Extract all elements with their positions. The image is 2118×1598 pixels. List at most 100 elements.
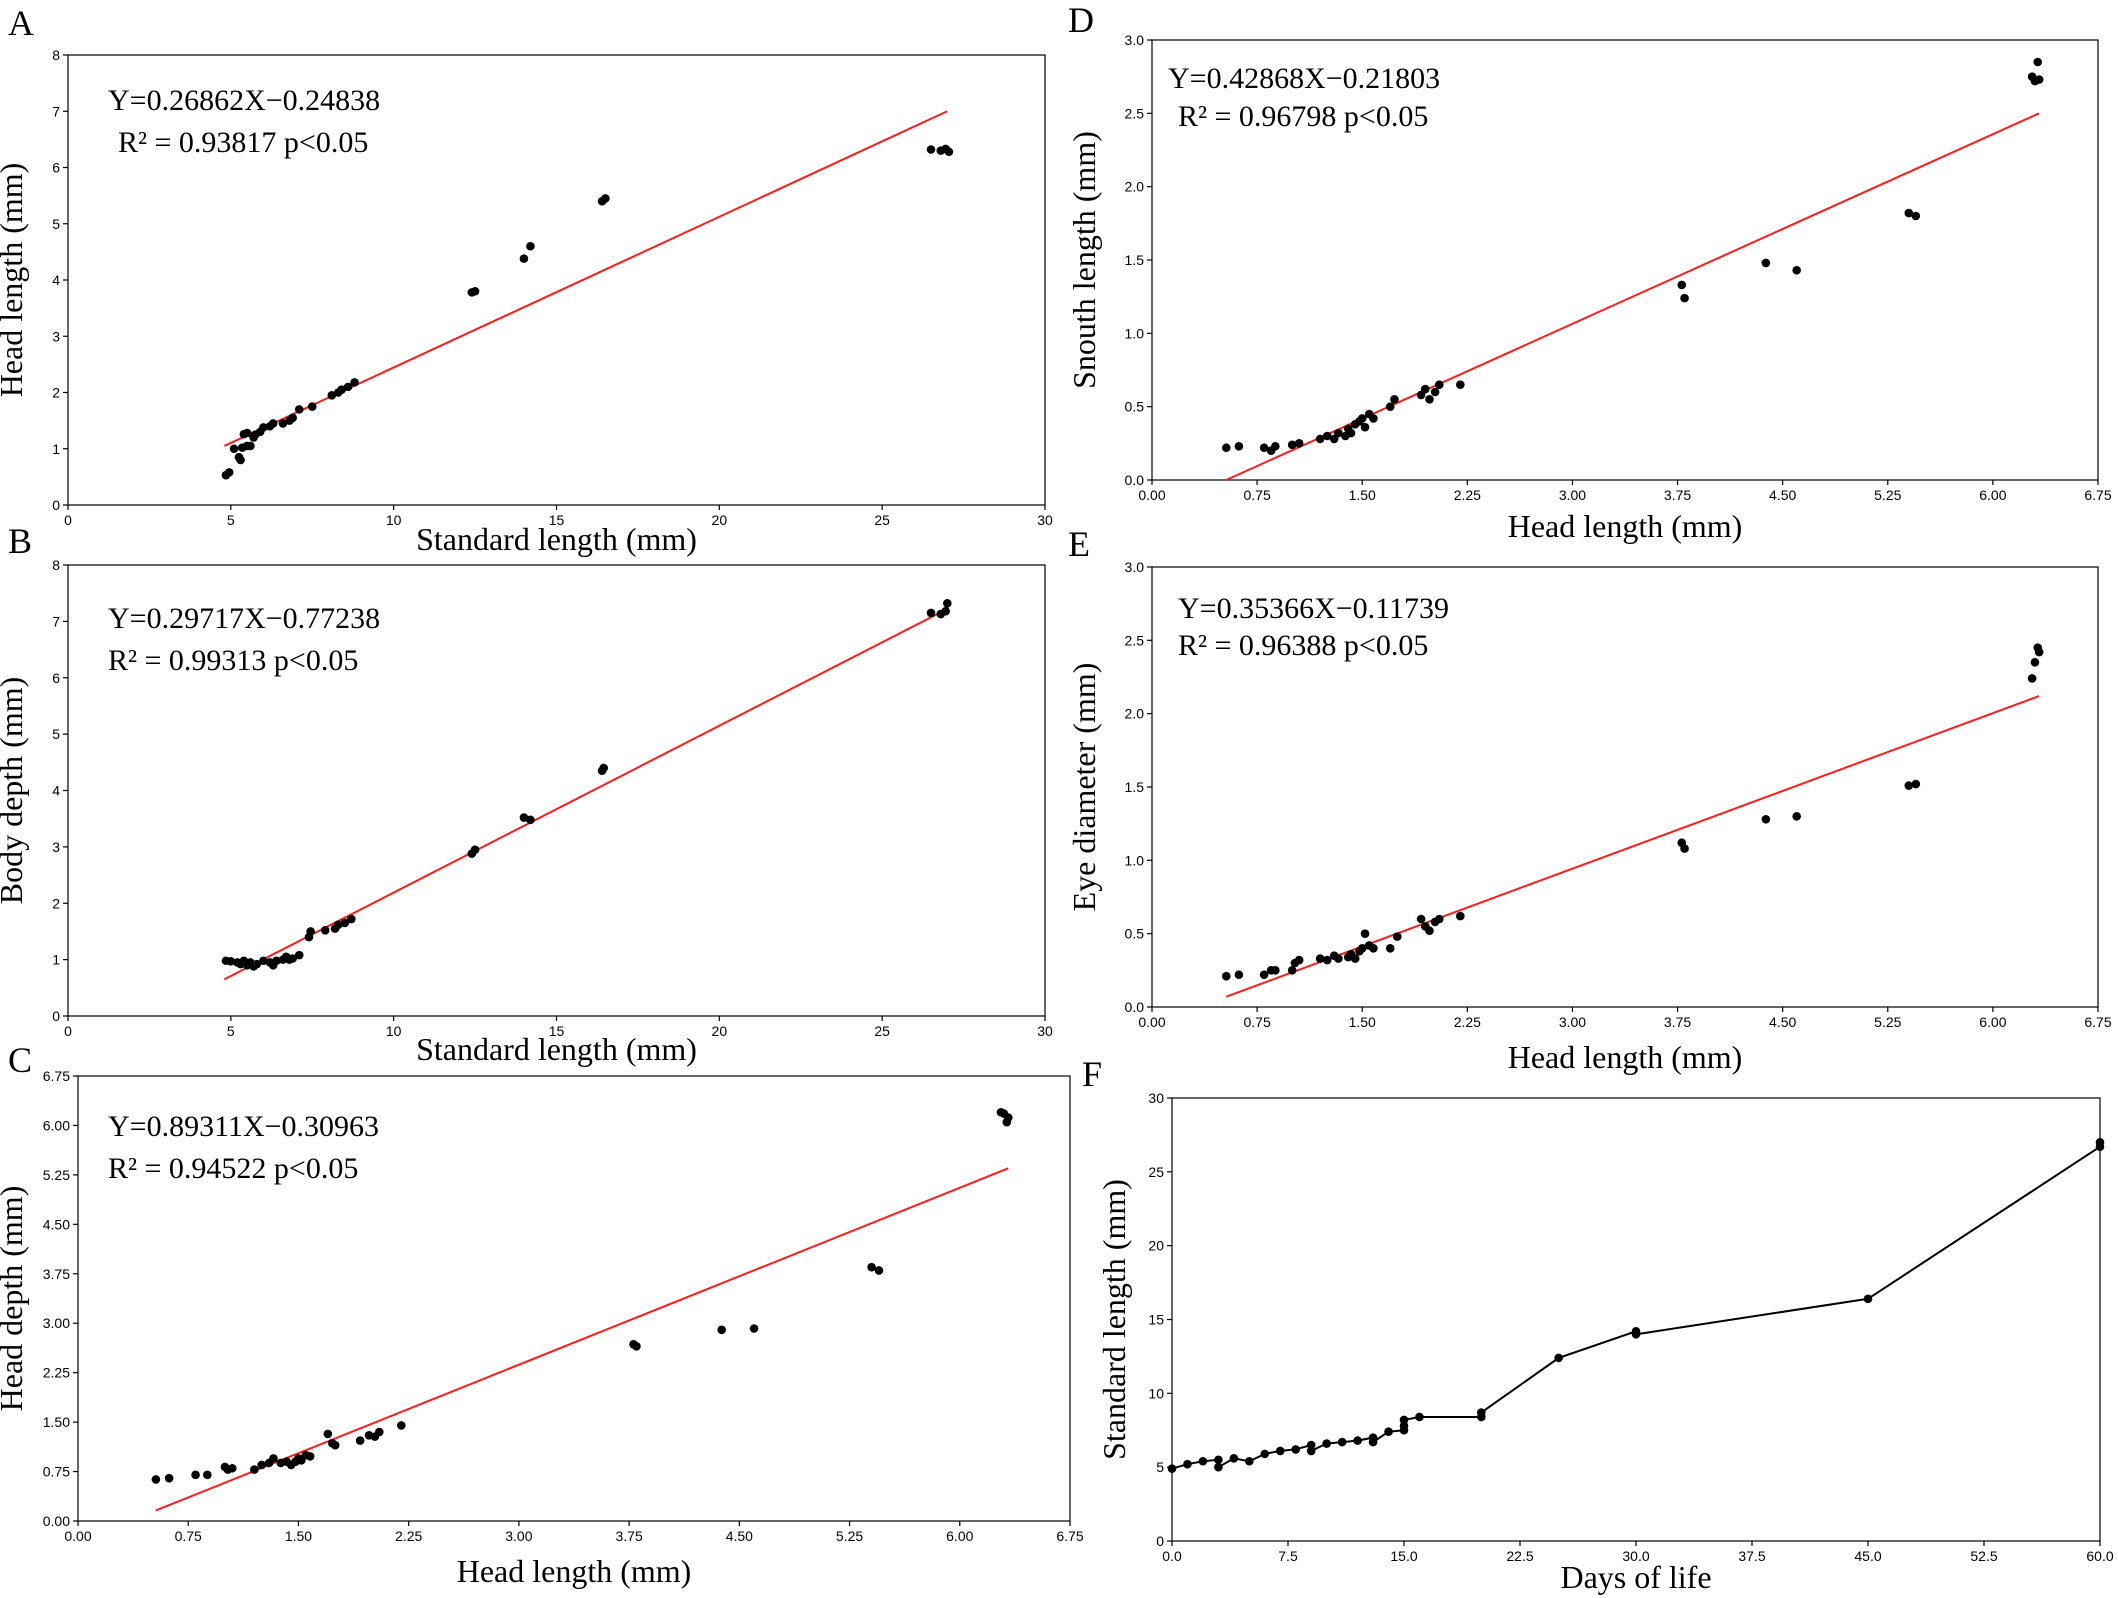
data-point [1680,293,1689,303]
x-tick-label: 15.0 [1390,1548,1417,1564]
data-point [1399,1415,1409,1425]
y-axis-label: Head depth (mm) [0,1186,29,1412]
data-point [944,147,954,157]
x-tick-label: 15 [549,512,565,528]
y-tick-label: 3.0 [1125,559,1145,575]
data-point [2030,658,2040,667]
y-tick-label: 0 [52,1008,60,1024]
data-point [305,1452,315,1461]
y-tick-label: 0.75 [43,1464,70,1480]
x-tick-label: 1.50 [285,1528,312,1544]
data-point [1792,812,1801,821]
data-point [1631,1329,1641,1339]
data-point [1287,440,1297,450]
data-point [1271,966,1280,975]
y-tick-label: 0 [1156,1533,1164,1549]
data-point [1384,1427,1393,1437]
x-tick-label: 20 [712,512,728,528]
y-tick-label: 0 [52,497,60,513]
data-point [1904,208,1914,218]
data-point [519,813,529,822]
data-point [1334,428,1343,438]
data-point [470,845,480,854]
x-tick-label: 3.75 [615,1528,642,1544]
x-tick-label: 5.25 [836,1528,863,1544]
data-point [1346,428,1356,438]
data-point [1221,443,1231,453]
x-tick-label: 25 [874,1023,890,1039]
x-tick-label: 6.75 [2084,1014,2111,1030]
x-tick-label: 45.0 [1854,1548,1881,1564]
y-tick-label: 5 [52,726,60,742]
y-tick-label: 4 [52,783,60,799]
data-point [1357,414,1367,423]
x-tick-label: 5 [227,512,235,528]
panel-f: F 0.0 7.5 15.0 22.5 30.0 37.5 45.0 52.5 60.0 0 5 10 1… [1082,1054,2114,1595]
x-tick-label: 7.5 [1278,1548,1298,1564]
x-tick-label: 2.25 [395,1528,422,1544]
y-tick-label: 30 [1148,1090,1164,1106]
data-point [1792,265,1801,275]
y-tick-label: 1.5 [1125,779,1145,795]
x-tick-label: 20 [712,1023,728,1039]
data-point [1863,1294,1873,1304]
data-point [1306,1440,1316,1450]
y-axis-label: Eye diameter (mm) [1066,663,1102,912]
x-tick-label: 6.75 [1056,1528,1083,1544]
data-point [1390,395,1399,404]
data-point [257,1460,267,1470]
data-point [1456,380,1465,389]
data-point [307,402,317,411]
data-point [874,1266,884,1275]
x-tick-label: 30 [1037,512,1053,528]
data-point [1306,1446,1316,1456]
y-tick-label: 6 [52,160,60,176]
x-tick-label: 2.25 [1454,1014,1481,1030]
x-axis-label: Standard length (mm) [416,1031,697,1067]
data-point [601,194,610,203]
data-point [1911,211,1921,221]
data-point [288,413,298,423]
x-axis-label: Head length (mm) [1508,1039,1743,1075]
data-point [470,286,480,296]
x-tick-label: 0.0 [1162,1548,1182,1564]
data-point [151,1475,161,1484]
data-point [1761,258,1771,268]
data-point [1334,954,1343,963]
y-tick-label: 1 [52,441,60,457]
panel-letter: A [8,3,34,43]
x-tick-label: 0.00 [1138,487,1165,503]
data-point [1245,1456,1254,1466]
x-tick-label: 0.75 [1243,487,1270,503]
x-tick-label: 30.0 [1622,1548,1649,1564]
panel-d: D 0.00 0.75 1.50 2.25 3.00 3.75 4.50 5.25 6.00 6.7… [1066,0,2112,544]
y-tick-label: 3 [52,839,60,855]
plot-area [67,54,1046,506]
y-tick-label: 4 [52,272,60,288]
x-tick-label: 37.5 [1738,1548,1765,1564]
data-point [306,927,315,936]
data-point [246,441,255,451]
y-tick-label: 1.50 [43,1414,70,1430]
x-tick-label: 0.00 [1138,1014,1165,1030]
panel-c: C 0.00 0.75 1.50 2.25 3.00 3.75 4.50 5.25 6.00 6.7… [0,1040,1084,1589]
x-tick-label: 6.75 [2084,487,2111,503]
x-tick-label: 2.25 [1454,487,1481,503]
panel-letter: C [8,1040,32,1080]
data-point [632,1341,641,1351]
data-point [269,1454,278,1463]
x-tick-label: 1.50 [1349,487,1376,503]
data-point [1221,971,1231,981]
y-tick-label: 2.0 [1125,179,1145,195]
data-point [1392,932,1402,941]
data-point [1761,814,1771,824]
data-point [1353,1436,1362,1445]
x-tick-label: 6.00 [946,1528,973,1544]
y-tick-label: 2.25 [43,1365,70,1381]
data-point [1385,944,1395,953]
data-point [526,241,535,251]
data-point [1322,1439,1331,1448]
data-point [252,959,262,969]
x-axis-label: Head length (mm) [1508,508,1743,544]
y-tick-label: 2.5 [1125,632,1145,648]
